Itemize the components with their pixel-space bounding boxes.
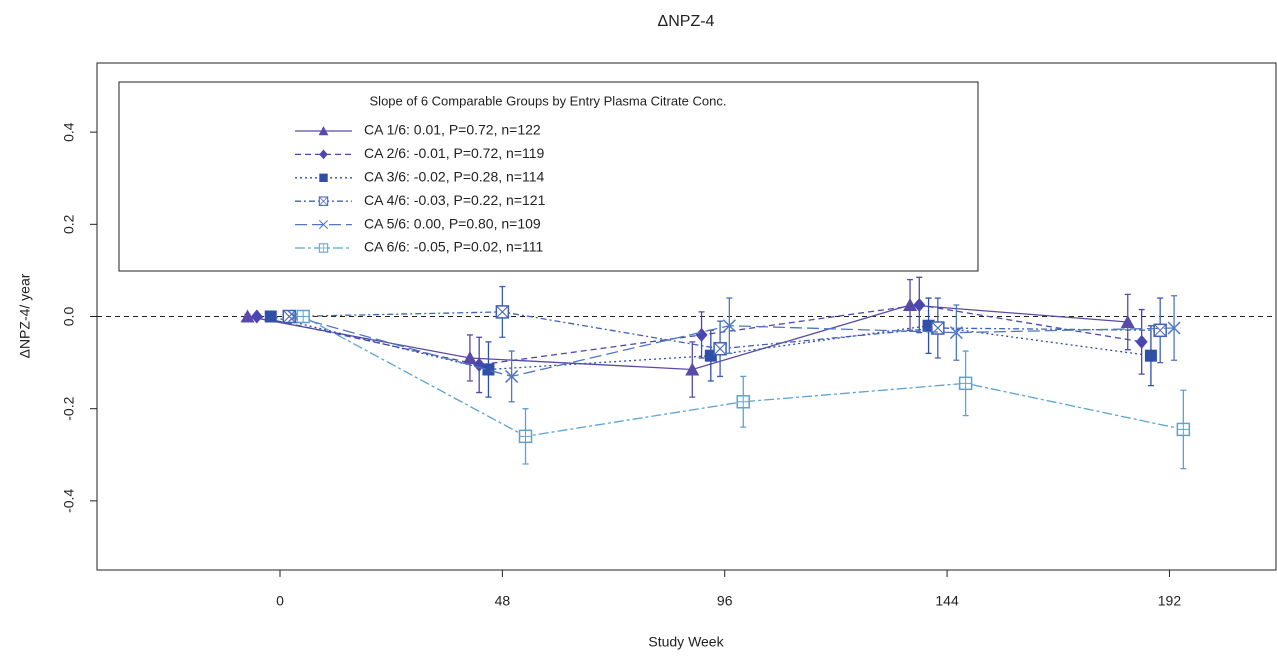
legend-title: Slope of 6 Comparable Groups by Entry Pl…	[370, 93, 727, 108]
marker	[518, 429, 533, 444]
marker-shape	[1144, 349, 1157, 362]
legend-symbol	[318, 196, 329, 206]
marker-shape	[722, 319, 736, 333]
marker	[1167, 321, 1181, 335]
marker-shape	[1120, 315, 1135, 329]
marker	[1144, 349, 1157, 362]
series-line	[293, 315, 1175, 378]
marker	[958, 376, 973, 391]
x-tick-label: 192	[1158, 593, 1182, 609]
marker-shape	[685, 362, 700, 376]
marker-shape	[282, 310, 296, 323]
marker	[264, 310, 277, 323]
marker-shape	[319, 173, 328, 182]
series-line	[289, 311, 1161, 350]
marker	[240, 309, 255, 323]
marker	[250, 309, 263, 324]
marker-shape	[1167, 321, 1181, 335]
legend-box	[118, 81, 979, 272]
legend-symbol	[318, 126, 329, 136]
marker-shape	[959, 377, 972, 390]
marker-shape	[1177, 423, 1190, 436]
marker-shape	[482, 363, 495, 376]
chart-title: ΔNPZ-4	[658, 13, 715, 30]
y-tick-label: -0.4	[61, 489, 77, 513]
marker-shape	[737, 395, 750, 408]
marker	[913, 297, 926, 312]
marker	[495, 305, 510, 319]
y-tick-label: 0.4	[61, 122, 77, 142]
y-tick-label: -0.2	[61, 396, 77, 420]
marker	[1135, 334, 1148, 349]
series-line	[247, 304, 1128, 371]
marker	[1176, 422, 1191, 437]
marker	[903, 297, 918, 311]
marker-shape	[264, 310, 277, 323]
marker-shape	[1135, 334, 1148, 349]
marker	[685, 362, 700, 376]
marker-shape	[318, 220, 329, 230]
marker	[505, 369, 519, 383]
marker	[713, 342, 727, 356]
marker-shape	[462, 350, 477, 364]
legend-symbol	[319, 149, 328, 160]
y-tick-label: 0.0	[61, 307, 77, 327]
marker	[296, 309, 310, 324]
legend-label: CA 2/6: -0.01, P=0.72, n=119	[364, 145, 545, 161]
x-tick-label: 96	[717, 593, 733, 609]
marker-shape	[319, 243, 328, 253]
marker-shape	[250, 309, 263, 324]
legend-label: CA 4/6: -0.03, P=0.22, n=121	[364, 192, 546, 208]
marker-shape	[695, 327, 708, 342]
y-tick-label: 0.2	[61, 214, 77, 234]
marker	[949, 326, 963, 340]
legend-symbol	[318, 243, 329, 253]
marker-shape	[903, 297, 918, 311]
marker-shape	[496, 305, 509, 319]
marker-shape	[319, 196, 328, 206]
marker-shape	[1153, 323, 1167, 337]
marker	[722, 319, 736, 333]
x-tick-label: 0	[276, 593, 284, 609]
marker	[1120, 315, 1135, 329]
marker	[736, 395, 750, 409]
marker-shape	[318, 126, 329, 136]
legend-symbol	[319, 173, 328, 182]
marker-shape	[297, 310, 310, 323]
marker-shape	[505, 369, 519, 383]
y-axis-label: ΔNPZ-4/ year	[17, 273, 33, 358]
legend-symbol	[318, 220, 329, 230]
legend-label: CA 5/6: 0.00, P=0.80, n=109	[364, 215, 541, 231]
marker-shape	[240, 309, 255, 323]
x-tick-label: 48	[495, 593, 511, 609]
marker	[482, 363, 495, 376]
marker	[695, 327, 708, 342]
legend-label: CA 6/6: -0.05, P=0.02, n=111	[364, 239, 543, 255]
marker-shape	[949, 326, 963, 340]
legend-label: CA 3/6: -0.02, P=0.28, n=114	[364, 169, 545, 185]
legend-label: CA 1/6: 0.01, P=0.72, n=122	[364, 122, 541, 138]
marker-shape	[913, 297, 926, 312]
x-tick-label: 144	[935, 593, 959, 609]
marker	[1153, 323, 1167, 338]
x-axis-label: Study Week	[648, 634, 724, 650]
marker-shape	[319, 149, 328, 160]
marker-shape	[519, 430, 532, 443]
marker-shape	[713, 342, 727, 356]
marker	[462, 350, 477, 364]
